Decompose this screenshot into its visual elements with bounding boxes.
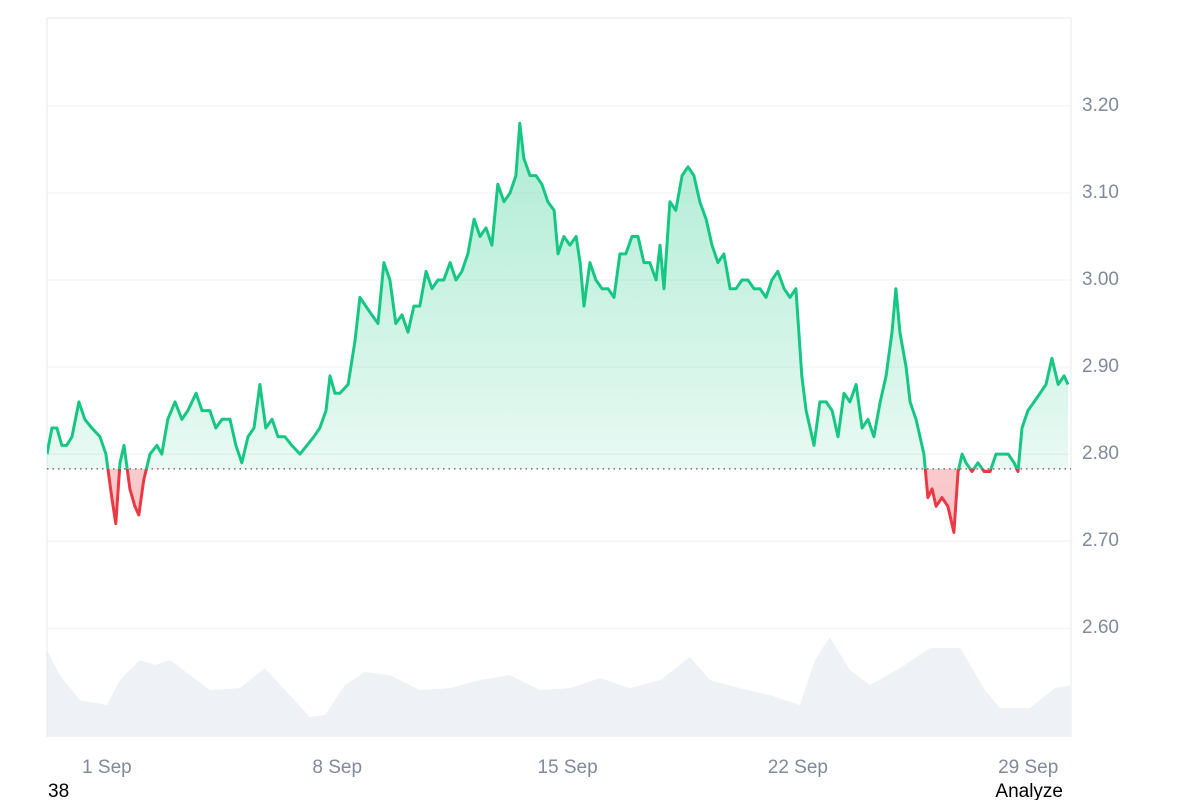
x-tick-label: 29 Sep bbox=[998, 757, 1058, 778]
y-tick-label: 2.80 bbox=[1082, 443, 1119, 464]
price-line bbox=[47, 121, 1070, 469]
x-tick-label: 22 Sep bbox=[768, 757, 828, 778]
area-above bbox=[47, 123, 1069, 469]
x-tick-label: 8 Sep bbox=[312, 757, 362, 778]
y-tick-label: 2.70 bbox=[1082, 530, 1119, 551]
volume-area bbox=[47, 637, 1071, 737]
footer-right[interactable]: Analyze bbox=[995, 781, 1063, 800]
y-tick-label: 3.10 bbox=[1082, 182, 1119, 203]
x-tick-label: 15 Sep bbox=[537, 757, 597, 778]
y-tick-label: 3.20 bbox=[1082, 95, 1119, 116]
y-tick-label: 2.60 bbox=[1082, 617, 1119, 638]
footer-left: 38 bbox=[48, 781, 69, 800]
x-tick-label: 1 Sep bbox=[82, 757, 132, 778]
y-tick-label: 2.90 bbox=[1082, 356, 1119, 377]
y-tick-label: 3.00 bbox=[1082, 269, 1119, 290]
